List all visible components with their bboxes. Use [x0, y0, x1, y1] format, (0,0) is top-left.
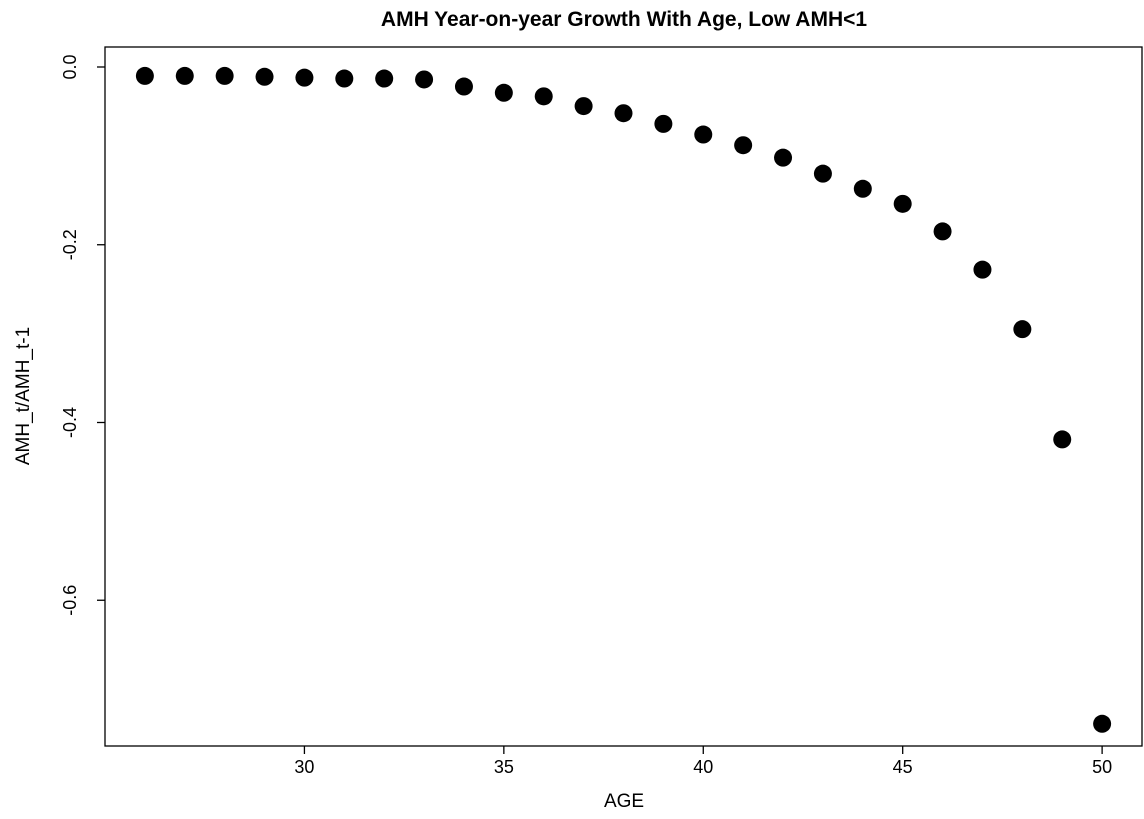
- data-point: [574, 97, 593, 116]
- data-points: [135, 66, 1112, 733]
- data-point: [813, 164, 832, 183]
- data-point: [694, 125, 713, 144]
- plot-frame: [104, 46, 1143, 747]
- x-tick-label: 50: [1092, 757, 1112, 777]
- y-tick-label: -0.2: [60, 229, 80, 260]
- x-tick-label: 45: [893, 757, 913, 777]
- data-point: [295, 68, 314, 87]
- data-point: [774, 148, 793, 167]
- data-point: [534, 87, 553, 106]
- data-point: [1053, 430, 1072, 449]
- y-axis: 0.0 -0.2 -0.4 -0.6: [60, 54, 105, 616]
- data-point: [893, 194, 912, 213]
- y-tick-label: 0.0: [60, 54, 80, 79]
- data-point: [1013, 320, 1032, 339]
- data-point: [933, 222, 952, 241]
- x-axis-label: AGE: [604, 791, 644, 812]
- chart-title: AMH Year-on-year Growth With Age, Low AM…: [381, 8, 867, 31]
- data-point: [135, 66, 154, 85]
- y-axis-label: AMH_t/AMH_t-1: [13, 327, 34, 465]
- data-point: [853, 179, 872, 198]
- y-tick-label: -0.6: [60, 585, 80, 616]
- y-tick-label: -0.4: [60, 407, 80, 438]
- data-point: [375, 69, 394, 88]
- data-point: [175, 66, 194, 85]
- data-point: [614, 104, 633, 123]
- data-point: [215, 66, 234, 85]
- data-point: [654, 114, 673, 133]
- data-point: [734, 136, 753, 155]
- x-tick-label: 35: [494, 757, 514, 777]
- data-point: [494, 83, 513, 102]
- x-tick-label: 30: [294, 757, 314, 777]
- data-point: [1093, 714, 1112, 733]
- data-point: [255, 67, 274, 86]
- data-point: [335, 69, 354, 88]
- x-axis: 30 35 40 45 50: [294, 746, 1112, 777]
- x-tick-label: 40: [693, 757, 713, 777]
- data-point: [454, 77, 473, 96]
- data-point: [415, 70, 434, 89]
- data-point: [973, 260, 992, 279]
